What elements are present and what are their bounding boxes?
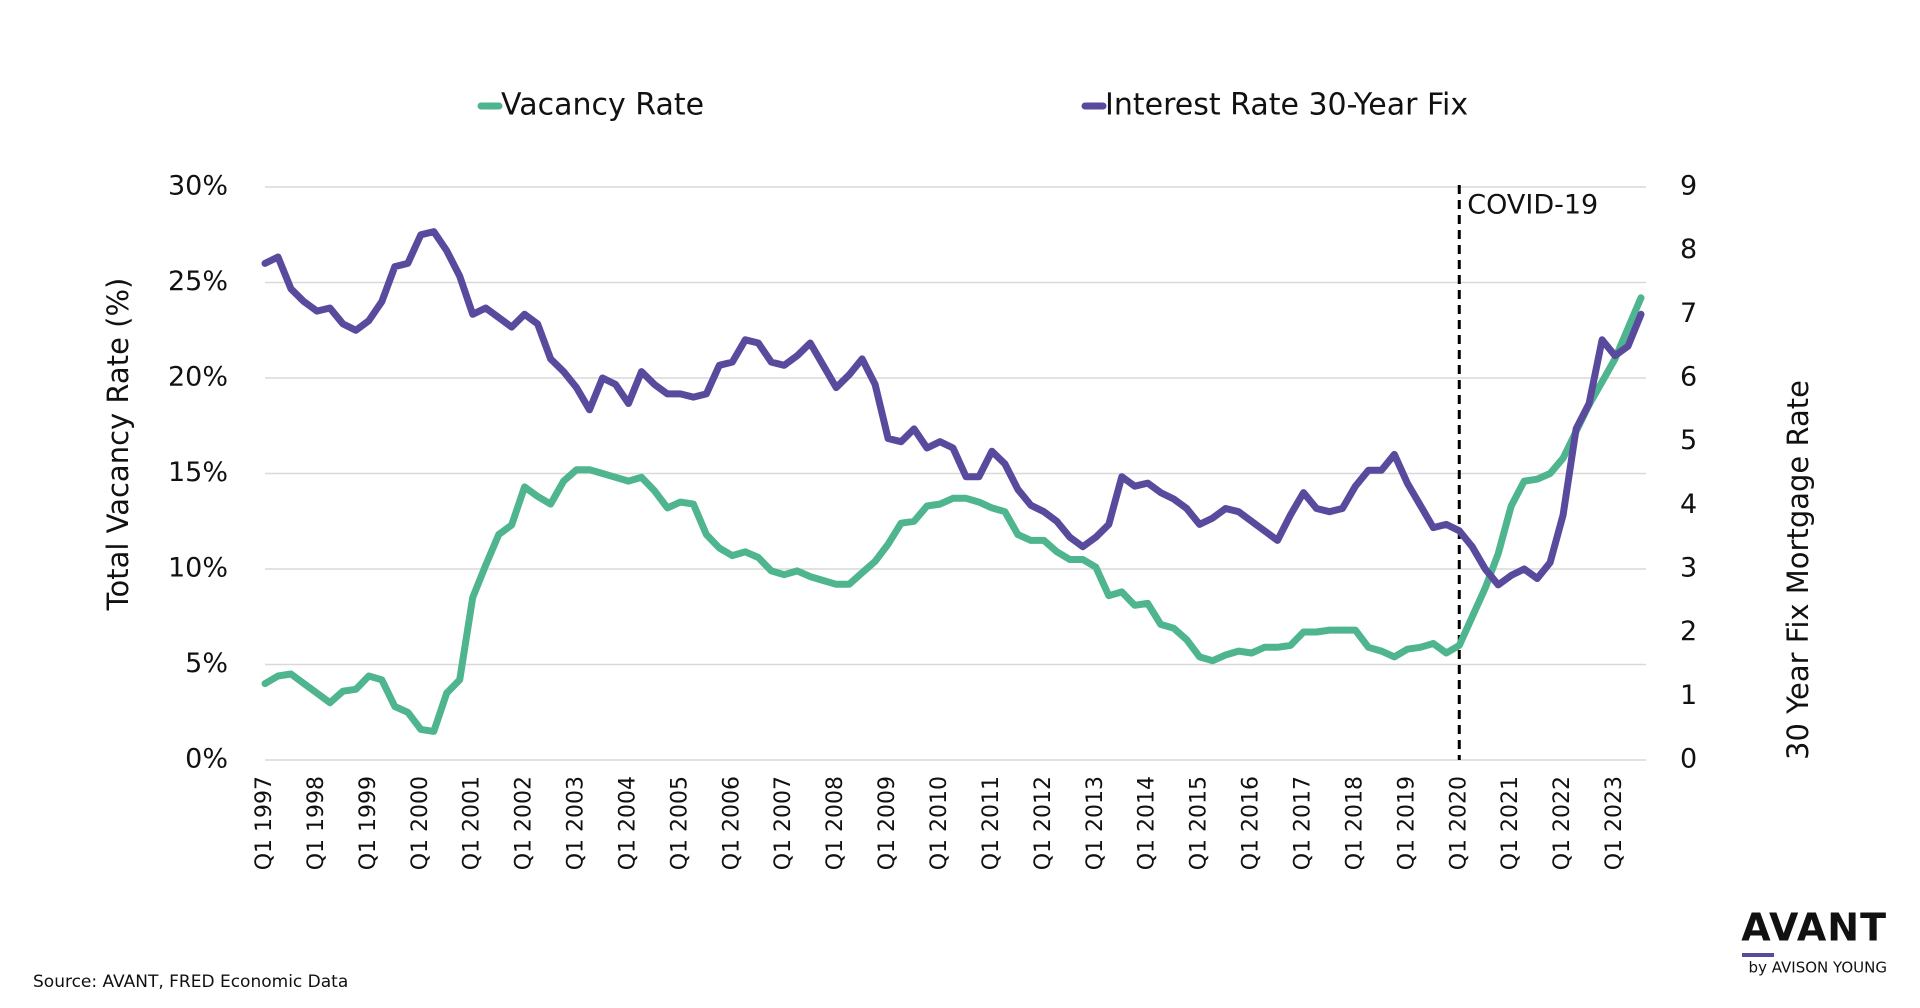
x-tick-label: Q1 2009: [875, 776, 900, 870]
x-tick-label: Q1 2000: [408, 776, 433, 870]
x-tick-label: Q1 2010: [927, 776, 952, 870]
x-tick-label: Q1 2022: [1550, 776, 1575, 870]
logo-sub: by AVISON YOUNG: [1749, 959, 1887, 977]
x-tick-label: Q1 2014: [1135, 776, 1160, 870]
annotation: COVID-19: [1467, 190, 1598, 221]
y2-tick-label: 2: [1680, 616, 1697, 647]
x-tick-label: Q1 2005: [667, 776, 692, 870]
x-tick-label: Q1 2023: [1602, 776, 1627, 870]
x-tick-label: Q1 2002: [512, 776, 537, 870]
y-axis-title: Total Vacancy Rate (%): [101, 278, 135, 612]
x-tick-label: Q1 2016: [1239, 776, 1264, 870]
y2-tick-label: 9: [1680, 171, 1697, 202]
y-tick-label: 15%: [168, 457, 228, 488]
y-tick-label: 20%: [168, 362, 228, 393]
series-line: [261, 228, 1645, 589]
y-tick-label: 25%: [168, 266, 228, 297]
series-line: [261, 294, 1645, 735]
y2-tick-label: 0: [1680, 744, 1697, 775]
source: Source: AVANT, FRED Economic Data: [33, 972, 348, 992]
y-tick-label: 30%: [168, 171, 228, 202]
x-tick-label: Q1 2011: [979, 776, 1004, 870]
logo-bar: [1742, 953, 1774, 957]
x-tick-label: Q1 1998: [304, 776, 329, 870]
x-tick-label: Q1 2018: [1342, 776, 1367, 870]
x-tick-label: Q1 2017: [1290, 776, 1315, 870]
x-tick-label: Q1 2006: [719, 776, 744, 870]
x-tick-label: Q1 2015: [1187, 776, 1212, 870]
y-tick-label: 5%: [185, 648, 228, 679]
x-tick-label: Q1 2020: [1446, 776, 1471, 870]
y-tick-label: 0%: [185, 744, 228, 775]
y2-tick-label: 1: [1680, 680, 1697, 711]
legend-label: Vacancy Rate: [501, 88, 704, 123]
y2-tick-label: 7: [1680, 298, 1697, 329]
y2-axis-title: 30 Year Fix Mortgage Rate: [1781, 380, 1815, 760]
x-tick-label: Q1 2008: [823, 776, 848, 870]
x-tick-label: Q1 1999: [356, 776, 381, 870]
x-tick-label: Q1 2001: [460, 776, 485, 870]
x-tick-label: Q1 1997: [252, 776, 277, 870]
x-tick-label: Q1 2003: [564, 776, 589, 870]
y2-tick-label: 3: [1680, 553, 1697, 584]
x-tick-label: Q1 2007: [771, 776, 796, 870]
x-tick-label: Q1 2021: [1498, 776, 1523, 870]
logo: AVANT: [1741, 906, 1887, 950]
x-tick-label: Q1 2012: [1031, 776, 1056, 870]
x-tick-label: Q1 2013: [1083, 776, 1108, 870]
y2-tick-label: 8: [1680, 234, 1697, 265]
legend-label: Interest Rate 30-Year Fix: [1105, 88, 1468, 123]
y2-tick-label: 4: [1680, 489, 1697, 520]
x-tick-label: Q1 2019: [1394, 776, 1419, 870]
x-tick-label: Q1 2004: [615, 776, 640, 870]
y-tick-label: 10%: [168, 553, 228, 584]
y2-tick-label: 6: [1680, 362, 1697, 393]
y2-tick-label: 5: [1680, 425, 1697, 456]
